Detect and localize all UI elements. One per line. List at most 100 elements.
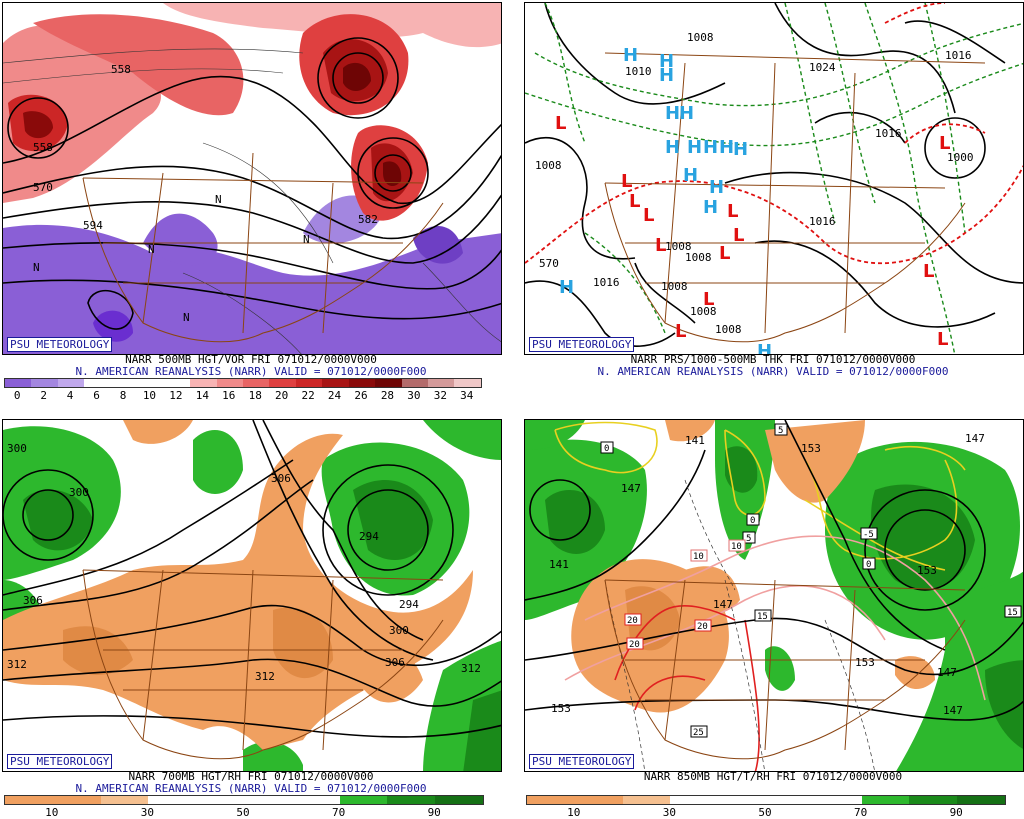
colorbar-segment (269, 379, 296, 387)
map3-label-306a: 306 (271, 472, 291, 485)
map2-label-1010: 1010 (625, 65, 652, 78)
low-pressure-marker: L (655, 235, 666, 256)
high-pressure-marker: H (719, 137, 734, 158)
colorbar-segment (622, 796, 671, 804)
colorbar-tick-label: 4 (66, 389, 74, 402)
panel4-colorbar (526, 795, 1006, 805)
map1-label-558a: 558 (111, 63, 131, 76)
colorbar-segment (670, 796, 719, 804)
map1-label-558b: 558 (33, 141, 53, 154)
colorbar-tick-label: 70 (853, 806, 868, 819)
map1-label-n4: N (183, 311, 190, 324)
map-850mb: 141 153 141 147 153 147 147 153 147 147 … (524, 419, 1024, 772)
svg-text:15: 15 (1007, 608, 1018, 618)
low-pressure-marker: L (643, 205, 654, 226)
colorbar-segment (137, 379, 164, 387)
map2-label-1008e: 1008 (661, 280, 688, 293)
low-pressure-marker: L (629, 191, 640, 212)
colorbar-tick-label: 14 (195, 389, 209, 402)
map4-label-147c: 147 (713, 598, 733, 611)
map1-label-594: 594 (83, 219, 103, 232)
temp-label-box: 20 (624, 613, 642, 626)
colorbar-tick-label: 32 (433, 389, 447, 402)
map3-label-300c: 300 (389, 624, 409, 637)
map2-label-1016b: 1016 (875, 127, 902, 140)
colorbar-tick-label: 8 (119, 389, 127, 402)
colorbar-tick-label: 50 (236, 806, 250, 819)
panel-850mb-temp-rh: 141 153 141 147 153 147 147 153 147 147 … (522, 417, 1024, 819)
map-pressure-svg: 1008 1010 1024 1016 1008 1016 1000 1008 … (525, 3, 1023, 354)
map-850mb-svg: 141 153 141 147 153 147 147 153 147 147 … (525, 420, 1023, 771)
panel-pressure-thickness: 1008 1010 1024 1016 1008 1016 1000 1008 … (522, 0, 1024, 402)
low-pressure-marker: L (555, 113, 566, 134)
high-pressure-marker: H (665, 103, 680, 124)
svg-text:20: 20 (697, 622, 708, 632)
colorbar-segment (291, 796, 340, 804)
low-pressure-marker: L (923, 261, 934, 282)
map2-label-1008c: 1008 (665, 240, 692, 253)
map2-label-1016d: 1016 (593, 276, 620, 289)
map1-label-n3: N (215, 193, 222, 206)
colorbar-segment (84, 379, 111, 387)
colorbar-segment (909, 796, 958, 804)
colorbar-segment (163, 379, 191, 387)
map3-label-312a: 312 (7, 658, 27, 671)
high-pressure-marker: H (665, 137, 680, 158)
colorbar-segment (574, 796, 623, 804)
colorbar-tick-label: 34 (460, 389, 474, 402)
map2-label-570: 570 (539, 257, 559, 270)
colorbar-segment (196, 796, 244, 804)
map4-label-147d: 147 (937, 666, 957, 679)
panel2-subtitle: N. AMERICAN REANALYSIS (NARR) VALID = 07… (597, 365, 949, 378)
colorbar-tick-label: 26 (354, 389, 368, 402)
low-pressure-marker: L (727, 201, 738, 222)
map2-label-1000: 1000 (947, 151, 974, 164)
temp-label-box: 0 (862, 557, 876, 570)
colorbar-tick-label: 12 (169, 389, 183, 402)
colorbar-tick-label: 22 (301, 389, 315, 402)
low-pressure-marker: L (937, 329, 948, 350)
map2-label-1016c: 1016 (809, 215, 836, 228)
map1-label-n5: N (303, 233, 310, 246)
map1-label-582: 582 (358, 213, 378, 226)
panel3-colorbar (4, 795, 484, 805)
map4-label-141a: 141 (685, 434, 705, 447)
svg-text:0: 0 (866, 560, 871, 570)
colorbar-tick-label: 90 (427, 806, 441, 819)
temp-label-box: 15 (1004, 605, 1022, 618)
map4-label-147b: 147 (965, 432, 985, 445)
colorbar-segment (243, 796, 292, 804)
psu-meteorology-badge: PSU METEOROLOGY (529, 754, 635, 769)
map3-label-300b: 300 (69, 486, 89, 499)
colorbar-tick-label: 6 (93, 389, 100, 402)
high-pressure-marker: H (683, 165, 698, 186)
high-pressure-marker: H (703, 137, 718, 158)
colorbar-segment (322, 379, 349, 387)
temp-label-box: 25 (690, 725, 708, 738)
colorbar-tick-label: 0 (13, 389, 21, 402)
map1-label-570: 570 (33, 181, 53, 194)
map1-label-n2: N (148, 243, 155, 256)
colorbar-segment (401, 379, 428, 387)
map3-label-306b: 306 (23, 594, 43, 607)
map4-label-147e: 147 (943, 704, 963, 717)
temp-label-box: 0 (746, 513, 760, 526)
colorbar-segment (527, 796, 575, 804)
colorbar-segment (5, 796, 53, 804)
map-500mb-svg: 558 558 570 594 582 N N N N N (3, 3, 501, 354)
panel4-title: NARR 850MB HGT/T/RH FRI 071012/0000V000 (643, 770, 903, 783)
low-pressure-marker: L (733, 225, 744, 246)
svg-text:15: 15 (757, 612, 768, 622)
map4-label-147a: 147 (621, 482, 641, 495)
psu-meteorology-badge: PSU METEOROLOGY (7, 337, 113, 352)
colorbar-tick-label: 24 (327, 389, 342, 402)
low-pressure-marker: L (719, 243, 730, 264)
svg-text:20: 20 (627, 616, 638, 626)
high-pressure-marker: H (623, 45, 638, 66)
colorbar-segment (5, 379, 32, 387)
map3-label-300a: 300 (7, 442, 27, 455)
svg-text:0: 0 (750, 516, 755, 526)
panel-700mb-rh: 300 300 306 294 294 300 306 312 312 312 … (0, 417, 502, 819)
panel-500mb-vorticity: 558 558 570 594 582 N N N N N PSU METEOR… (0, 0, 502, 402)
svg-text:5: 5 (746, 534, 751, 544)
